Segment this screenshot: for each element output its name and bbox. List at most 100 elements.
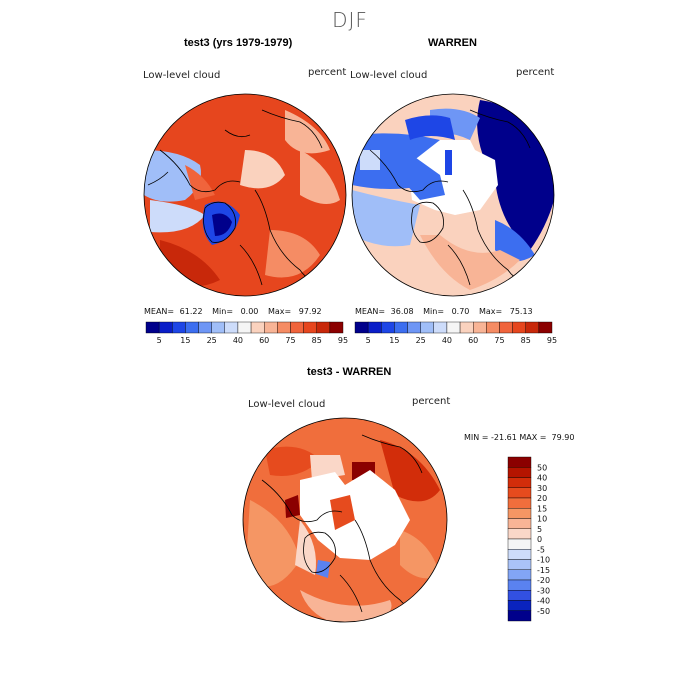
colorbar-tick-label: 15 xyxy=(180,336,190,345)
colorbar-tick-label: -50 xyxy=(537,607,550,616)
colorbar-swatch xyxy=(250,321,265,334)
colorbar-tick-label: 15 xyxy=(389,336,399,345)
colorbar-swatch xyxy=(507,549,532,560)
colorbar-swatch xyxy=(507,600,532,611)
colorbar-tick-label: 50 xyxy=(537,463,547,472)
colorbar-swatch xyxy=(525,321,540,334)
colorbar-tick-label: 5 xyxy=(157,336,162,345)
colorbar-tick-label: 95 xyxy=(338,336,348,345)
colorbar-swatch xyxy=(507,508,532,519)
colorbar-tick-label: 25 xyxy=(207,336,217,345)
panel1-title: test3 (yrs 1979-1979) xyxy=(184,37,293,49)
colorbar-swatch xyxy=(367,321,382,334)
colorbar-swatch xyxy=(507,610,532,622)
panel2-stats: MEAN= 36.08 Min= 0.70 Max= 75.13 xyxy=(355,307,533,316)
colorbar-swatch xyxy=(486,321,500,334)
colorbar-swatch xyxy=(507,559,532,570)
diff-title: test3 - WARREN xyxy=(307,366,392,378)
colorbar-swatch xyxy=(211,321,226,334)
colorbar-swatch xyxy=(277,321,291,334)
colorbar-swatch xyxy=(473,321,487,334)
colorbar-swatch xyxy=(290,321,304,334)
colorbar-tick-label: 85 xyxy=(312,336,322,345)
colorbar-swatch xyxy=(507,538,532,550)
colorbar-swatch xyxy=(499,321,513,334)
panel1-min: 0.00 xyxy=(240,307,259,316)
panel1-min-label: Min= xyxy=(212,307,234,316)
map3-coastlines xyxy=(261,434,431,613)
colorbar-tick-label: 75 xyxy=(494,336,504,345)
colorbar-tick-label: 15 xyxy=(537,504,547,513)
map1-border xyxy=(143,93,347,297)
panel2-mean: 36.08 xyxy=(390,307,414,316)
colorbar-swatch xyxy=(237,321,252,334)
colorbar-swatch xyxy=(185,321,199,334)
panel1-variable: Low-level cloud xyxy=(143,70,221,81)
colorbar-swatch xyxy=(507,518,532,529)
colorbar-swatch xyxy=(354,321,369,334)
colorbar-tick-label: 75 xyxy=(285,336,295,345)
colorbar-tick-label: 20 xyxy=(537,494,547,503)
colorbar-swatch xyxy=(507,569,532,581)
colorbar-tick-label: 40 xyxy=(442,336,452,345)
colorbar-2: 5 15 25 40 60 75 85 95 xyxy=(354,321,557,345)
colorbar-tick-label: -20 xyxy=(537,576,550,585)
colorbar-tick-label: 0 xyxy=(537,535,542,544)
colorbar-swatch xyxy=(172,321,186,334)
season-title: DJF xyxy=(332,8,368,32)
colorbar-tick-label: 60 xyxy=(468,336,478,345)
colorbar-swatch xyxy=(507,467,532,478)
colorbar-swatch xyxy=(145,321,160,334)
colorbar-swatch xyxy=(433,321,448,334)
colorbar-swatch xyxy=(264,321,278,334)
colorbar-swatch xyxy=(224,321,239,334)
colorbar-swatch xyxy=(459,321,474,334)
panel1-units: percent xyxy=(308,67,347,78)
colorbar-swatch xyxy=(303,321,317,334)
panel2-min: 0.70 xyxy=(451,307,470,316)
colorbar-tick-label: -10 xyxy=(537,556,550,565)
panel1-stats: MEAN= 61.22 Min= 0.00 Max= 97.92 xyxy=(144,307,322,316)
colorbar-swatch xyxy=(507,590,532,601)
panel2-mean-label: MEAN= xyxy=(355,307,386,316)
colorbar-swatch xyxy=(507,456,532,468)
colorbar-tick-label: 95 xyxy=(547,336,557,345)
colorbar-swatch xyxy=(394,321,408,334)
colorbar-swatch xyxy=(538,321,553,334)
colorbar-swatch xyxy=(316,321,331,334)
colorbar-swatch xyxy=(507,579,532,591)
map2-border xyxy=(351,93,555,297)
colorbar-swatch xyxy=(407,321,421,334)
panel2-max-label: Max= xyxy=(478,307,503,316)
colorbar-tick-label: 10 xyxy=(537,515,547,524)
colorbar-1: 5 15 25 40 60 75 85 95 xyxy=(145,321,348,345)
map2-field xyxy=(352,94,554,296)
colorbar-tick-label: 5 xyxy=(366,336,371,345)
colorbar-tick-label: 5 xyxy=(537,525,542,534)
colorbar-tick-label: 30 xyxy=(537,484,547,493)
map3-border xyxy=(242,417,448,623)
panel2-units: percent xyxy=(516,67,555,78)
diff-minmax: MIN = -21.61 MAX = 79.90 xyxy=(464,433,575,442)
colorbar-swatch xyxy=(158,321,173,334)
colorbar-tick-label: -5 xyxy=(537,545,545,554)
diff-variable: Low-level cloud xyxy=(248,399,326,410)
colorbar-swatch xyxy=(420,321,434,334)
panel2-min-label: Min= xyxy=(423,307,445,316)
panel1-mean: 61.22 xyxy=(179,307,203,316)
panel2-title: WARREN xyxy=(428,37,477,49)
panel1-mean-label: MEAN= xyxy=(144,307,175,316)
colorbar-tick-label: 25 xyxy=(416,336,426,345)
colorbar-swatch xyxy=(507,487,532,499)
diff-units: percent xyxy=(412,396,451,407)
colorbar-tick-label: -30 xyxy=(537,586,550,595)
panel2-max: 75.13 xyxy=(509,307,533,316)
colorbar-tick-label: 40 xyxy=(233,336,243,345)
colorbar-tick-label: 40 xyxy=(537,474,547,483)
colorbar-tick-label: -15 xyxy=(537,566,550,575)
map3-field xyxy=(243,418,447,622)
colorbar-swatch xyxy=(507,528,532,540)
colorbar-tick-label: -40 xyxy=(537,597,550,606)
